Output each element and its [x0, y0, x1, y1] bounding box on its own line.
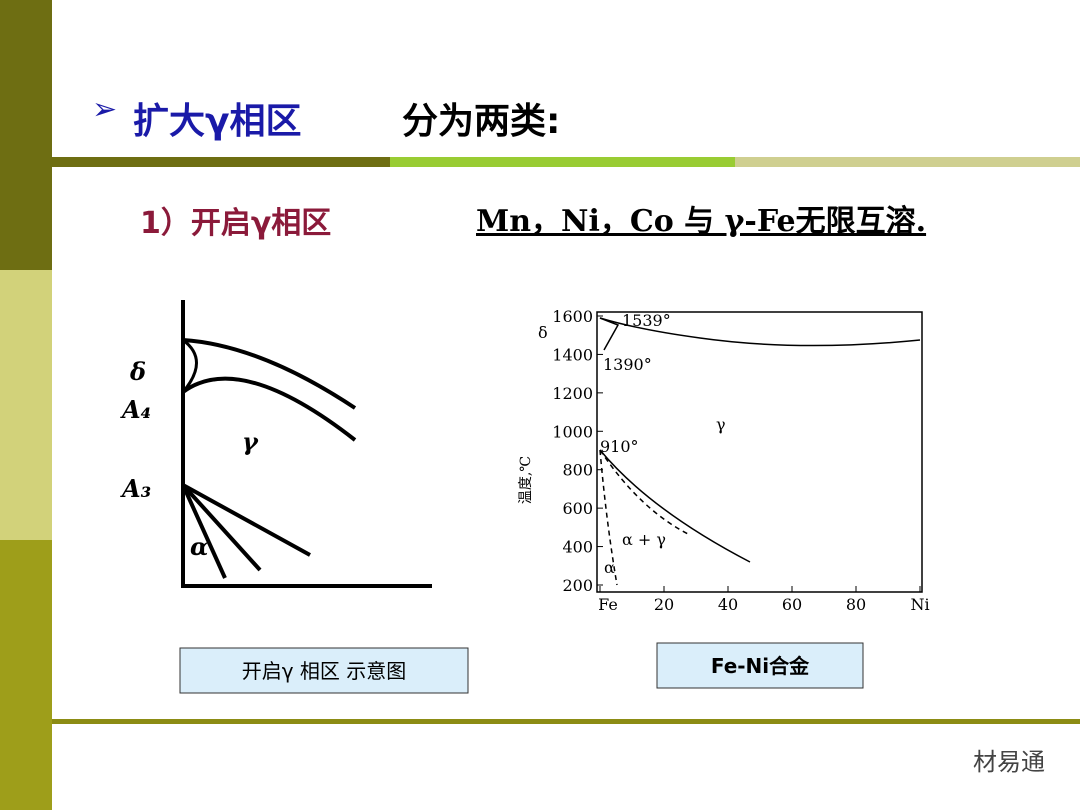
y-tick-label: 400 [562, 538, 593, 557]
y-axis-label: 温度,℃ [518, 456, 534, 504]
schematic-label: γ [242, 427, 259, 456]
y-tick-label: 600 [562, 499, 593, 518]
x-tick-label: 20 [654, 595, 674, 614]
bullet: ➢ [92, 92, 118, 127]
subtitle: 分为两类: [402, 101, 561, 142]
caption: 开启γ 相区 示意图 [242, 659, 407, 683]
annotation: δ [538, 323, 548, 342]
frame [596, 311, 923, 593]
y-tick-label: 1000 [552, 422, 593, 441]
schematic [181, 300, 432, 588]
stripe [0, 0, 52, 270]
title: 扩大γ相区 [133, 101, 302, 142]
schematic-label: δ [129, 357, 146, 386]
stripe [0, 540, 52, 810]
item-text: Mn，Ni，Co 与 γ-Fe无限互溶. [476, 204, 927, 239]
stripe [0, 270, 52, 540]
annotation: α [604, 558, 615, 577]
watermark: 材易通 [973, 748, 1045, 776]
schematic-label: A₄ [120, 395, 151, 424]
annotation: 910° [600, 437, 639, 456]
y-tick-label: 1200 [552, 384, 593, 403]
item-label: 1）开启γ相区 [140, 206, 332, 241]
y-tick-label: 1600 [552, 307, 593, 326]
annotation: γ [716, 415, 726, 434]
x-tick-label: Ni [910, 595, 929, 614]
x-tick-label: Fe [598, 595, 618, 614]
schematic-labels: δ A₄ A₃ γ α [120, 357, 259, 561]
y-tick-label: 200 [562, 576, 593, 595]
annotation: 1539° [622, 311, 671, 330]
x-tick-label: 60 [782, 595, 802, 614]
annotation: 1390° [603, 355, 652, 374]
annotation: α + γ [622, 530, 666, 549]
bar [52, 719, 1080, 724]
bar [390, 157, 735, 167]
curves [599, 317, 921, 586]
x-tick-label: 80 [846, 595, 866, 614]
bar [52, 157, 390, 167]
x-tick-label: 40 [718, 595, 738, 614]
bar [735, 157, 1080, 167]
schematic-label: A₃ [120, 474, 151, 503]
caption: Fe-Ni合金 [711, 654, 810, 678]
schematic-label: α [190, 532, 208, 561]
caption-box [179, 647, 469, 694]
caption-box [656, 642, 864, 689]
phase-labels: 1600 1400 1200 1000 800 600 400 200 Fe 20 40 60 80 Ni… [518, 307, 930, 614]
y-tick-label: 1400 [552, 345, 593, 364]
y-tick-label: 800 [562, 461, 593, 480]
